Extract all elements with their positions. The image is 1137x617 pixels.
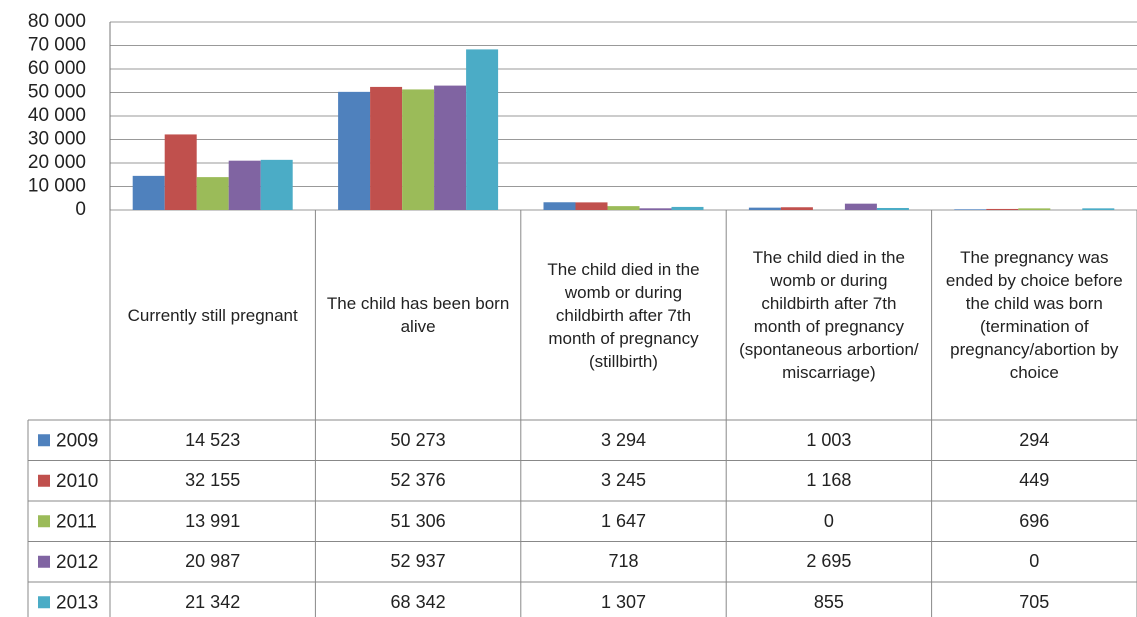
bar (1082, 208, 1115, 210)
bar (466, 49, 499, 210)
table-value: 1 168 (806, 470, 852, 491)
y-tick-label: 0 (75, 199, 86, 220)
legend-swatch (38, 474, 50, 487)
legend-label: 2011 (56, 511, 97, 532)
table-value: 20 987 (185, 551, 241, 572)
table-value: 0 (1029, 551, 1040, 572)
bar (671, 206, 704, 210)
y-tick-label: 80 000 (28, 11, 86, 32)
table-value: 294 (1019, 429, 1050, 450)
bar (402, 89, 435, 210)
bar (338, 91, 371, 210)
category-label: The child died in the womb or during chi… (739, 248, 919, 382)
table-value: 32 155 (185, 470, 241, 491)
table-value: 13 991 (185, 510, 241, 531)
table-value: 52 376 (390, 470, 446, 491)
bar (164, 134, 197, 210)
y-tick-label: 50 000 (28, 82, 86, 103)
bar (196, 177, 229, 210)
legend-swatch (38, 515, 50, 528)
y-tick-label: 30 000 (28, 129, 86, 150)
table-value: 718 (608, 551, 639, 572)
table-value: 705 (1019, 591, 1050, 612)
bar (370, 86, 403, 210)
y-tick-label: 20 000 (28, 152, 86, 173)
table-value: 21 342 (185, 591, 241, 612)
bar (434, 85, 467, 210)
category-label: Currently still pregnant (127, 305, 298, 325)
legend-swatch (38, 555, 50, 568)
bar (132, 175, 165, 210)
y-tick-label: 70 000 (28, 35, 86, 56)
table-value: 2 695 (806, 551, 852, 572)
table-value: 3 294 (600, 429, 647, 450)
bar (780, 207, 813, 210)
y-tick-label: 10 000 (28, 176, 86, 197)
table-value: 50 273 (390, 429, 446, 450)
bar (748, 207, 781, 210)
bar (1018, 208, 1051, 210)
table-value: 855 (813, 591, 844, 612)
bar (543, 202, 576, 210)
legend-label: 2010 (56, 471, 98, 492)
bar (575, 202, 608, 210)
table-value: 696 (1019, 510, 1050, 531)
legend-label: 2009 (56, 430, 98, 451)
legend-label: 2012 (56, 552, 98, 573)
category-label: The pregnancy was ended by choice before… (945, 248, 1123, 382)
bar (986, 208, 1019, 210)
legend-swatch (38, 434, 50, 447)
table-value: 449 (1019, 470, 1050, 491)
table-value: 1 307 (600, 591, 647, 612)
table-value: 1 003 (806, 429, 852, 450)
bar (607, 206, 640, 210)
category-label: The child died in the womb or during chi… (547, 259, 700, 371)
bar (876, 207, 909, 210)
table-value: 51 306 (390, 510, 446, 531)
bar (954, 209, 987, 210)
y-tick-label: 60 000 (28, 58, 86, 79)
bar (260, 159, 293, 210)
table-value: 68 342 (390, 591, 446, 612)
bar (228, 160, 261, 210)
table-value: 52 937 (390, 551, 446, 572)
category-label: The child has been born alive (326, 294, 510, 336)
table-value: 0 (823, 510, 834, 531)
legend-swatch (38, 596, 50, 609)
table-value: 3 245 (600, 470, 647, 491)
table-value: 14 523 (185, 429, 241, 450)
bar (844, 203, 877, 210)
legend-label: 2013 (56, 592, 98, 613)
table-value: 1 647 (600, 510, 647, 531)
bar (639, 208, 672, 210)
y-tick-label: 40 000 (28, 105, 86, 126)
